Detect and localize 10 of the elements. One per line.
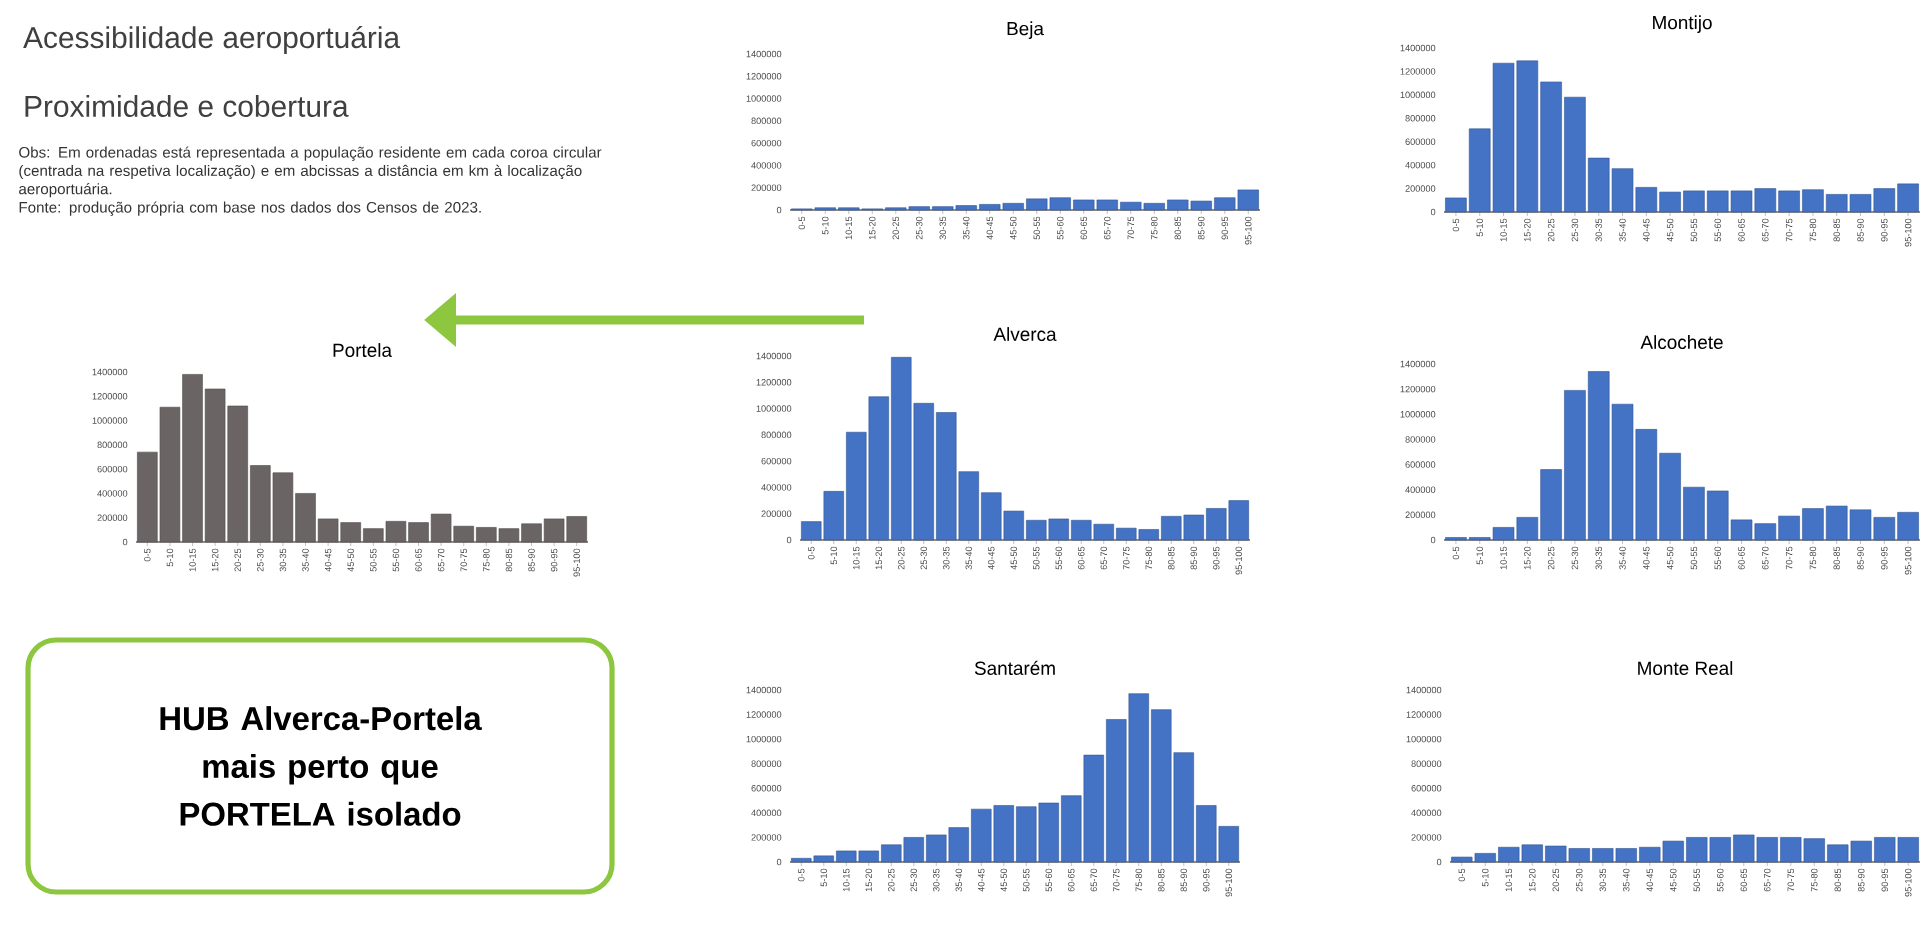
chart-title: Santarém bbox=[974, 660, 1055, 675]
text: Acessibilidade aeroportuária bbox=[23, 25, 401, 55]
chart-title: Alcochete bbox=[1640, 335, 1723, 349]
chart-title: Monte Real bbox=[1638, 661, 1733, 675]
text: Proximidade e cobertura bbox=[25, 95, 349, 117]
text: HUB Alverca-Portela mais perto que PORTELA isolado bbox=[160, 706, 482, 826]
chart-title: Alverca bbox=[993, 327, 1057, 341]
chart-title: Beja bbox=[1007, 21, 1044, 40]
chart-title: Portela bbox=[333, 343, 393, 357]
chart-title: Montijo bbox=[1653, 15, 1712, 34]
